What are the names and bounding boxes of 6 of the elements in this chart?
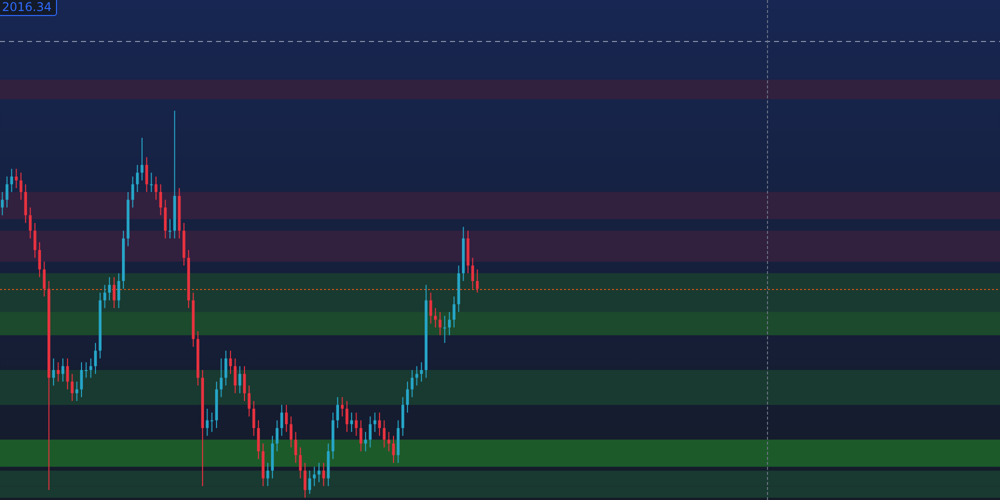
- text: 2016.34: [0, 0, 57, 16]
- candlestick: [443, 316, 446, 343]
- candlestick: [210, 412, 214, 432]
- candlestick: [84, 362, 88, 378]
- candlestick: [150, 172, 153, 192]
- candlestick: [168, 219, 172, 238]
